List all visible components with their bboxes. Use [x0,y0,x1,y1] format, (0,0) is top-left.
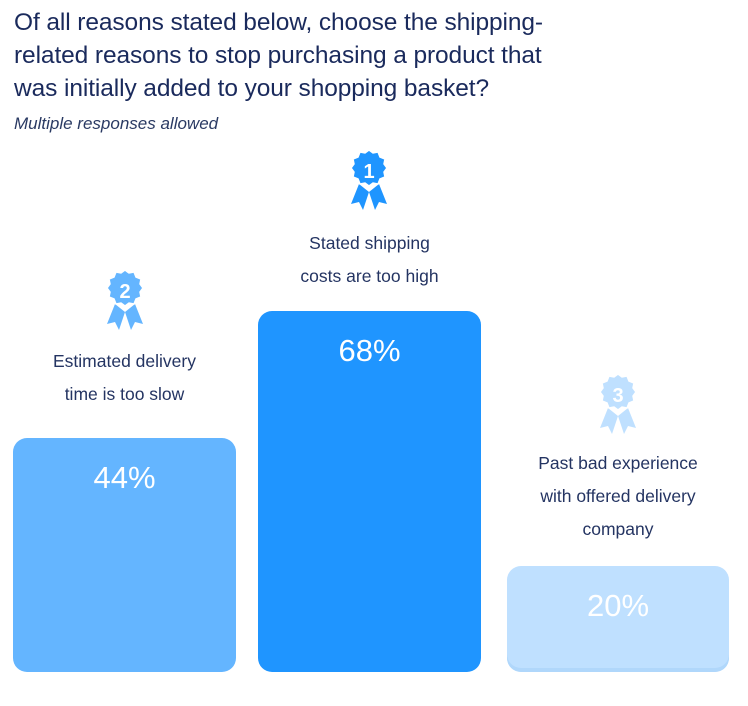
award-ribbon-icon: 3 [599,373,637,434]
chart-subtitle: Multiple responses allowed [14,114,219,133]
bar-shipping-costs: 68% [258,311,481,672]
svg-text:3: 3 [612,385,623,407]
bar-label: Stated shipping costs are too high [300,233,439,286]
bar-bad-experience: 20% [507,566,729,672]
svg-text:1: 1 [363,161,374,183]
bar-value: 20% [586,588,650,623]
svg-text:2: 2 [119,281,130,303]
bar-label: Estimated delivery time is too slow [53,351,196,404]
award-ribbon-icon: 2 [106,269,144,330]
bar-value: 68% [338,333,401,368]
bar-delivery-time: 44% [13,438,236,672]
title-line-3: was initially added to your shopping bas… [14,75,490,102]
title-line-2: related reasons to stop purchasing a pro… [14,42,542,69]
chart-title: Of all reasons stated below, choose the … [14,6,654,105]
award-ribbon-icon: 1 [350,149,388,210]
title-line-1: Of all reasons stated below, choose the … [14,9,543,36]
bar-value: 44% [93,460,156,495]
bar-label: Past bad experience with offered deliver… [538,453,698,539]
